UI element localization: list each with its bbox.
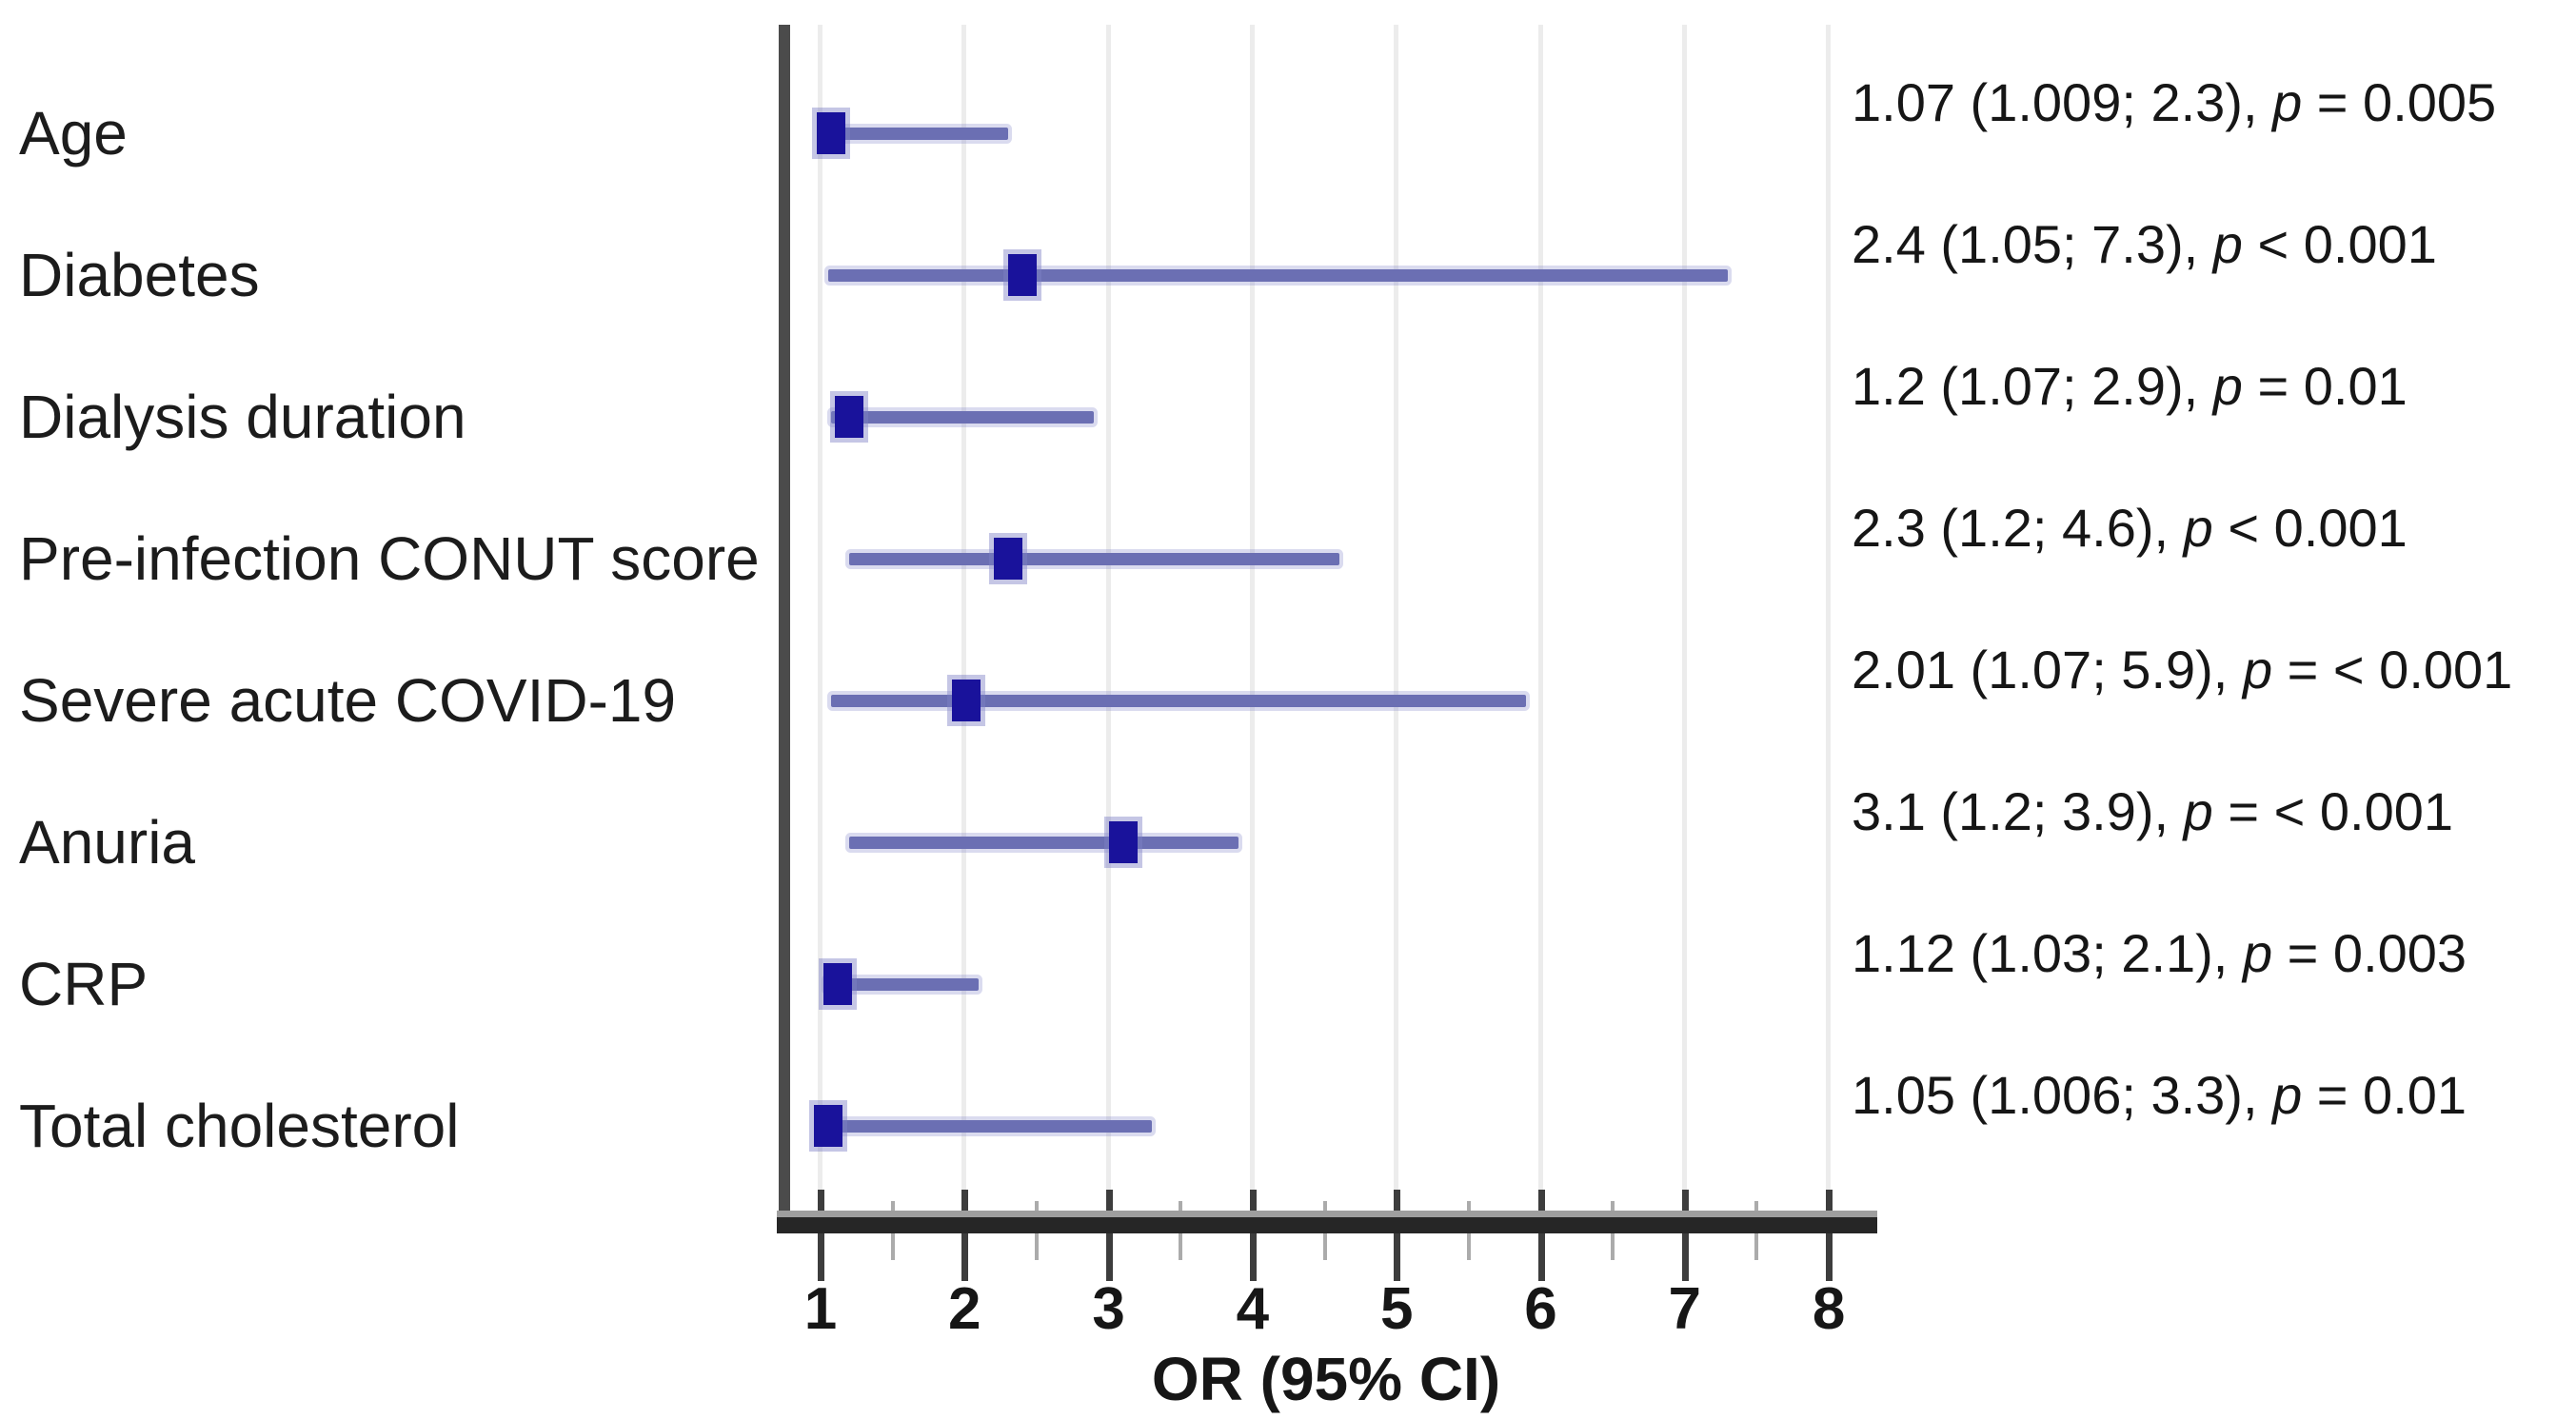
x-tick-label: 5 [1379, 1276, 1414, 1342]
x-tick-label: 4 [1236, 1276, 1270, 1342]
estimate-annotation: 2.4 (1.05; 7.3), p < 0.001 [1852, 210, 2437, 279]
gridline [1249, 25, 1255, 1211]
x-axis-title: OR (95% CI) [1151, 1345, 1501, 1413]
estimate-text: 2.3 (1.2; 4.6), [1852, 498, 2170, 558]
confidence-interval-line [849, 553, 1339, 565]
p-value-text: < 0.001 [2257, 214, 2437, 274]
estimate-annotation: 2.3 (1.2; 4.6), p < 0.001 [1852, 494, 2408, 562]
confidence-interval-line [849, 837, 1238, 849]
x-major-tick [1394, 1190, 1401, 1281]
p-symbol: p [2183, 498, 2213, 558]
x-axis-line [777, 1211, 1877, 1233]
p-symbol: p [2183, 781, 2213, 841]
estimate-text: 1.12 (1.03; 2.1), [1852, 923, 2229, 983]
confidence-interval-line [830, 695, 1527, 707]
p-value-text: = 0.01 [2316, 1065, 2467, 1125]
gridline [1826, 25, 1832, 1211]
estimate-text: 1.05 (1.006; 3.3), [1852, 1065, 2258, 1125]
y-axis-line [779, 25, 790, 1233]
x-major-tick [1681, 1190, 1689, 1281]
x-tick-label: 3 [1092, 1276, 1125, 1342]
odds-ratio-marker [816, 112, 845, 154]
x-tick-label: 2 [948, 1276, 981, 1342]
estimate-text: 3.1 (1.2; 3.9), [1852, 781, 2170, 841]
gridline [1537, 25, 1543, 1211]
row-label: CRP [19, 950, 149, 1018]
row-label: Severe acute COVID-19 [19, 666, 677, 735]
estimate-text: 2.4 (1.05; 7.3), [1852, 214, 2199, 274]
confidence-interval-line [822, 128, 1008, 140]
gridline [1681, 25, 1687, 1211]
p-value-text: < 0.001 [2228, 498, 2408, 558]
p-symbol: p [2272, 72, 2303, 132]
estimate-annotation: 1.2 (1.07; 2.9), p = 0.01 [1852, 352, 2408, 421]
p-value-text: = < 0.001 [2287, 640, 2513, 700]
p-symbol: p [2212, 214, 2243, 274]
row-label: Pre-infection CONUT score [19, 524, 760, 593]
gridline [818, 25, 822, 1211]
odds-ratio-marker [993, 538, 1022, 580]
x-major-tick [1105, 1190, 1113, 1281]
x-major-tick [1826, 1190, 1833, 1281]
estimate-annotation: 1.05 (1.006; 3.3), p = 0.01 [1852, 1061, 2467, 1130]
row-label: Anuria [19, 808, 195, 877]
x-major-tick [818, 1190, 824, 1281]
odds-ratio-marker [1007, 254, 1037, 296]
x-tick-label: 8 [1812, 1276, 1846, 1342]
p-value-text: = 0.005 [2316, 72, 2497, 132]
row-label: Age [19, 99, 128, 168]
x-major-tick [1537, 1190, 1545, 1281]
confidence-interval-line [824, 978, 980, 991]
odds-ratio-marker [813, 1105, 842, 1147]
p-symbol: p [2242, 640, 2273, 700]
x-major-tick [961, 1190, 969, 1281]
p-value-text: = 0.01 [2257, 356, 2408, 416]
estimate-text: 1.2 (1.07; 2.9), [1852, 356, 2199, 416]
estimate-annotation: 1.12 (1.03; 2.1), p = 0.003 [1852, 919, 2467, 988]
x-major-tick [1249, 1190, 1257, 1281]
x-tick-label: 1 [803, 1276, 838, 1342]
row-label: Dialysis duration [19, 383, 466, 451]
row-label: Total cholesterol [19, 1092, 460, 1160]
p-value-text: = 0.003 [2287, 923, 2467, 983]
confidence-interval-line [827, 269, 1729, 282]
row-label: Diabetes [19, 241, 260, 309]
odds-ratio-marker [1108, 821, 1138, 863]
confidence-interval-line [830, 411, 1095, 424]
estimate-annotation: 1.07 (1.009; 2.3), p = 0.005 [1852, 69, 2496, 137]
odds-ratio-marker [835, 396, 864, 438]
gridline [1105, 25, 1111, 1211]
estimate-text: 1.07 (1.009; 2.3), [1852, 72, 2258, 132]
p-value-text: = < 0.001 [2228, 781, 2454, 841]
x-tick-label: 6 [1524, 1276, 1557, 1342]
estimate-text: 2.01 (1.07; 5.9), [1852, 640, 2229, 700]
odds-ratio-marker [951, 680, 981, 721]
confidence-interval-line [821, 1120, 1152, 1133]
estimate-annotation: 3.1 (1.2; 3.9), p = < 0.001 [1852, 778, 2453, 846]
gridline [961, 25, 967, 1211]
p-symbol: p [2242, 923, 2273, 983]
gridline [1394, 25, 1399, 1211]
p-symbol: p [2212, 356, 2243, 416]
estimate-annotation: 2.01 (1.07; 5.9), p = < 0.001 [1852, 636, 2512, 704]
odds-ratio-marker [823, 963, 853, 1005]
p-symbol: p [2272, 1065, 2303, 1125]
x-tick-label: 7 [1668, 1276, 1702, 1342]
